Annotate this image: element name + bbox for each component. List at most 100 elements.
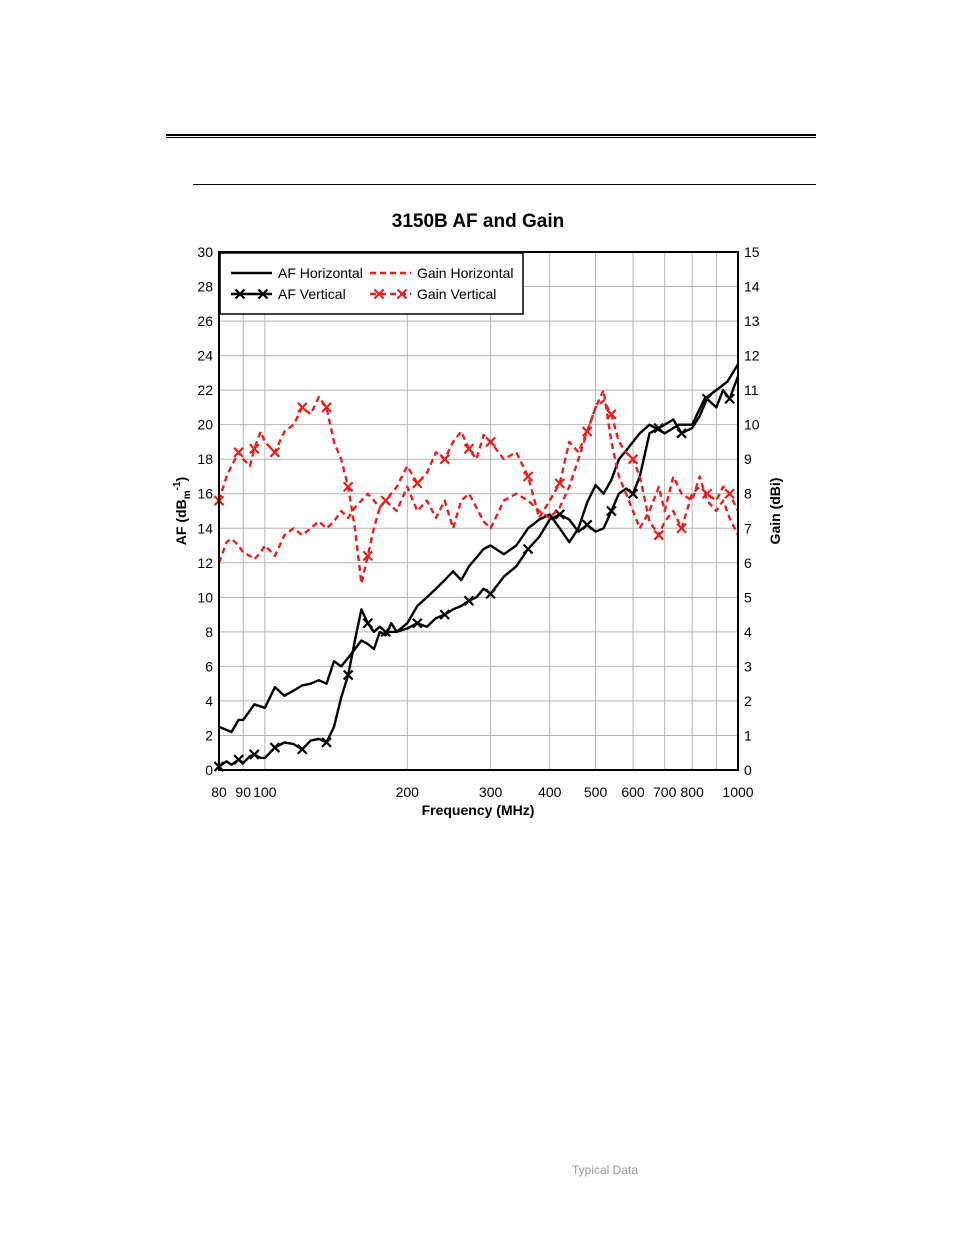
marker-stroke <box>297 402 308 413</box>
series-line-gain-vertical <box>217 395 740 585</box>
y-axis-label-left: AF (dBm-1) <box>172 477 193 545</box>
header-rule <box>193 184 816 185</box>
y-left-tick-label: 30 <box>197 244 213 260</box>
marker-stroke <box>485 588 496 600</box>
x-tick-label: 100 <box>253 784 277 800</box>
data-point-gain-vertical <box>676 522 687 534</box>
data-point-gain-vertical <box>701 488 713 500</box>
marker-stroke <box>412 617 423 629</box>
series-line-af-horizontal <box>218 363 740 734</box>
series-line-gain-horizontal <box>217 388 740 564</box>
legend-label-gain-vertical: Gain Vertical <box>417 286 496 302</box>
x-tick-label: 300 <box>479 784 503 800</box>
y-right-tick-label: 5 <box>744 589 752 605</box>
marker-stroke <box>362 617 374 629</box>
marker-stroke <box>380 626 391 638</box>
chart-ticks: 80 90 100 200 300 400 500 600 700 800 100002468101… <box>197 244 759 800</box>
data-point-af-vertical <box>297 744 308 755</box>
y-left-tick-label: 18 <box>197 451 213 467</box>
data-point-af-vertical <box>269 742 281 753</box>
data-point-af-vertical <box>581 519 593 531</box>
legend-label-af-vertical: AF Vertical <box>278 286 346 302</box>
y-left-label-sub: m <box>182 490 193 499</box>
y-right-tick-label: 4 <box>744 624 752 640</box>
marker-stroke <box>606 505 617 517</box>
data-point-gain-vertical <box>233 447 244 458</box>
data-point-af-vertical <box>321 737 332 748</box>
marker-stroke <box>396 288 408 300</box>
y-left-tick-label: 28 <box>197 279 213 295</box>
plot-frame <box>218 251 739 771</box>
marker-stroke <box>269 447 281 458</box>
data-point-gain-vertical <box>380 495 391 506</box>
marker-stroke <box>653 529 665 541</box>
marker-stroke <box>321 402 332 413</box>
data-point-af-vertical <box>653 422 665 434</box>
data-point-af-vertical <box>522 543 534 555</box>
y-left-tick-label: 22 <box>197 382 213 398</box>
data-point-af-vertical <box>412 617 423 629</box>
data-point-gain-vertical <box>321 402 332 413</box>
x-tick-label: 90 <box>235 784 251 800</box>
data-point-gain-vertical <box>606 409 617 420</box>
y-right-tick-label: 3 <box>744 658 752 674</box>
marker-stroke <box>606 409 617 420</box>
data-point-af-vertical <box>701 393 713 405</box>
marker-stroke <box>342 481 354 493</box>
y-right-tick-label: 12 <box>744 348 760 364</box>
data-point-gain-vertical <box>463 443 475 455</box>
marker-stroke <box>581 519 593 531</box>
legend-marker-af-vertical <box>234 288 246 300</box>
x-axis-label: Frequency (MHz) <box>422 802 535 818</box>
marker-stroke <box>233 754 244 765</box>
marker-stroke <box>380 495 391 506</box>
header-double-rule <box>166 134 816 138</box>
y-left-tick-label: 4 <box>205 693 213 709</box>
y-left-tick-label: 0 <box>205 762 213 778</box>
data-point-af-vertical <box>485 588 496 600</box>
y-right-tick-label: 2 <box>744 693 752 709</box>
y-right-tick-label: 11 <box>744 382 759 398</box>
x-tick-label: 500 <box>584 784 608 800</box>
legend-marker-af-vertical <box>257 288 269 300</box>
y-right-tick-label: 9 <box>744 451 752 467</box>
y-right-tick-label: 0 <box>744 762 752 778</box>
y-right-tick-label: 14 <box>744 279 760 295</box>
data-point-gain-vertical <box>627 453 639 465</box>
marker-stroke <box>554 509 566 520</box>
chart-title: 3150B AF and Gain <box>392 211 564 232</box>
marker-stroke <box>581 426 593 437</box>
data-point-gain-vertical <box>485 436 496 448</box>
marker-stroke <box>269 742 281 753</box>
data-point-gain-vertical <box>249 443 260 455</box>
y-right-tick-label: 6 <box>744 555 752 571</box>
marker-stroke <box>522 543 534 555</box>
data-point-af-vertical <box>463 595 475 607</box>
legend-label-af-horizontal: AF Horizontal <box>278 265 363 281</box>
marker-stroke <box>234 288 246 300</box>
data-point-af-vertical <box>606 505 617 517</box>
data-point-af-vertical <box>249 749 260 760</box>
marker-stroke <box>554 478 566 489</box>
data-point-af-vertical <box>380 626 391 638</box>
x-tick-label: 400 <box>538 784 562 800</box>
marker-stroke <box>676 428 687 439</box>
data-point-af-vertical <box>362 617 374 629</box>
data-point-gain-vertical <box>554 478 566 489</box>
marker-stroke <box>676 522 687 534</box>
footer-note: Typical Data <box>572 1163 639 1177</box>
x-tick-label: 800 <box>680 784 704 800</box>
data-point-gain-vertical <box>653 529 665 541</box>
marker-stroke <box>627 453 639 465</box>
marker-stroke <box>249 443 260 455</box>
legend-box <box>219 252 524 315</box>
marker-stroke <box>439 609 451 620</box>
data-point-af-vertical <box>439 609 451 620</box>
data-point-af-vertical <box>233 754 244 765</box>
marker-stroke <box>522 471 534 482</box>
x-tick-label: 700 <box>653 784 677 800</box>
x-tick-label: 80 <box>211 784 227 800</box>
y-left-tick-label: 12 <box>197 555 213 571</box>
y-left-tick-label: 8 <box>205 624 213 640</box>
